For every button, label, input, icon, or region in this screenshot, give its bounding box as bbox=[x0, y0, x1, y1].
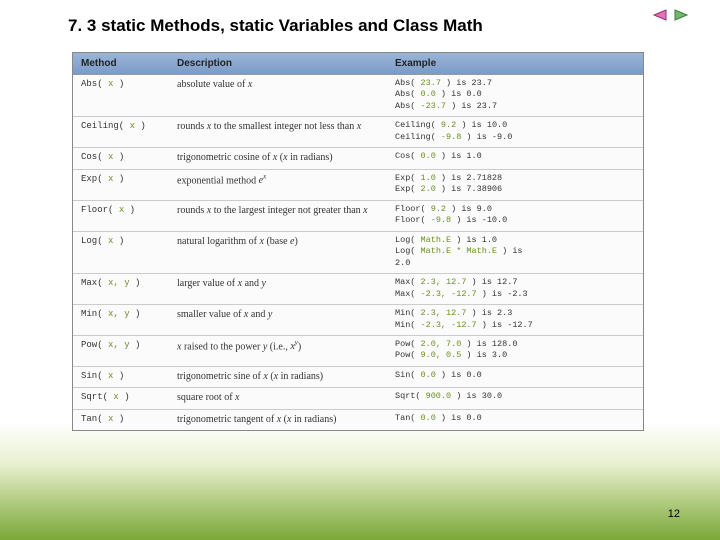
table-row: Sqrt( x )square root of xSqrt( 900.0 ) i… bbox=[73, 388, 643, 410]
cell-description: rounds x to the largest integer not grea… bbox=[177, 204, 395, 227]
table-row: Cos( x )trigonometric cosine of x (x in … bbox=[73, 148, 643, 170]
cell-description: absolute value of x bbox=[177, 78, 395, 112]
cell-example: Sqrt( 900.0 ) is 30.0 bbox=[395, 391, 635, 405]
cell-method: Min( x, y ) bbox=[81, 308, 177, 331]
table-row: Sin( x )trigonometric sine of x (x in ra… bbox=[73, 367, 643, 389]
header-description: Description bbox=[177, 58, 395, 69]
cell-description: smaller value of x and y bbox=[177, 308, 395, 331]
table-row: Max( x, y )larger value of x and yMax( 2… bbox=[73, 274, 643, 305]
header-example: Example bbox=[395, 58, 635, 69]
cell-description: exponential method ex bbox=[177, 173, 395, 196]
cell-method: Cos( x ) bbox=[81, 151, 177, 165]
table-row: Min( x, y )smaller value of x and yMin( … bbox=[73, 305, 643, 336]
table-row: Ceiling( x )rounds x to the smallest int… bbox=[73, 117, 643, 148]
cell-example: Cos( 0.0 ) is 1.0 bbox=[395, 151, 635, 165]
cell-example: Abs( 23.7 ) is 23.7Abs( 0.0 ) is 0.0Abs(… bbox=[395, 78, 635, 112]
nav-controls bbox=[651, 8, 690, 22]
cell-method: Pow( x, y ) bbox=[81, 339, 177, 362]
cell-description: trigonometric tangent of x (x in radians… bbox=[177, 413, 395, 427]
table-row: Exp( x )exponential method exExp( 1.0 ) … bbox=[73, 170, 643, 201]
triangle-right-icon bbox=[673, 9, 689, 21]
cell-description: trigonometric sine of x (x in radians) bbox=[177, 370, 395, 384]
table-row: Pow( x, y )x raised to the power y (i.e.… bbox=[73, 336, 643, 367]
cell-description: larger value of x and y bbox=[177, 277, 395, 300]
cell-example: Sin( 0.0 ) is 0.0 bbox=[395, 370, 635, 384]
table-header-row: Method Description Example bbox=[73, 53, 643, 75]
cell-example: Log( Math.E ) is 1.0Log( Math.E * Math.E… bbox=[395, 235, 635, 269]
slide-title: 7. 3 static Methods, static Variables an… bbox=[68, 16, 483, 36]
cell-method: Sin( x ) bbox=[81, 370, 177, 384]
cell-method: Exp( x ) bbox=[81, 173, 177, 196]
cell-example: Pow( 2.0, 7.0 ) is 128.0Pow( 9.0, 0.5 ) … bbox=[395, 339, 635, 362]
cell-method: Ceiling( x ) bbox=[81, 120, 177, 143]
cell-example: Min( 2.3, 12.7 ) is 2.3Min( -2.3, -12.7 … bbox=[395, 308, 635, 331]
cell-description: square root of x bbox=[177, 391, 395, 405]
math-methods-table: Method Description Example Abs( x )absol… bbox=[72, 52, 644, 431]
cell-method: Tan( x ) bbox=[81, 413, 177, 427]
page-number: 12 bbox=[668, 508, 680, 520]
nav-back-button[interactable] bbox=[651, 8, 669, 22]
cell-method: Abs( x ) bbox=[81, 78, 177, 112]
cell-method: Log( x ) bbox=[81, 235, 177, 269]
cell-description: natural logarithm of x (base e) bbox=[177, 235, 395, 269]
cell-method: Floor( x ) bbox=[81, 204, 177, 227]
cell-example: Ceiling( 9.2 ) is 10.0Ceiling( -9.8 ) is… bbox=[395, 120, 635, 143]
table-row: Floor( x )rounds x to the largest intege… bbox=[73, 201, 643, 232]
cell-description: rounds x to the smallest integer not les… bbox=[177, 120, 395, 143]
cell-example: Floor( 9.2 ) is 9.0Floor( -9.8 ) is -10.… bbox=[395, 204, 635, 227]
cell-description: x raised to the power y (i.e., xy) bbox=[177, 339, 395, 362]
triangle-left-icon bbox=[652, 9, 668, 21]
nav-forward-button[interactable] bbox=[672, 8, 690, 22]
table-row: Tan( x )trigonometric tangent of x (x in… bbox=[73, 410, 643, 431]
cell-description: trigonometric cosine of x (x in radians) bbox=[177, 151, 395, 165]
cell-example: Exp( 1.0 ) is 2.71828Exp( 2.0 ) is 7.389… bbox=[395, 173, 635, 196]
cell-method: Max( x, y ) bbox=[81, 277, 177, 300]
cell-method: Sqrt( x ) bbox=[81, 391, 177, 405]
cell-example: Max( 2.3, 12.7 ) is 12.7Max( -2.3, -12.7… bbox=[395, 277, 635, 300]
table-row: Log( x )natural logarithm of x (base e)L… bbox=[73, 232, 643, 274]
header-method: Method bbox=[81, 58, 177, 69]
table-row: Abs( x )absolute value of xAbs( 23.7 ) i… bbox=[73, 75, 643, 117]
cell-example: Tan( 0.0 ) is 0.0 bbox=[395, 413, 635, 427]
